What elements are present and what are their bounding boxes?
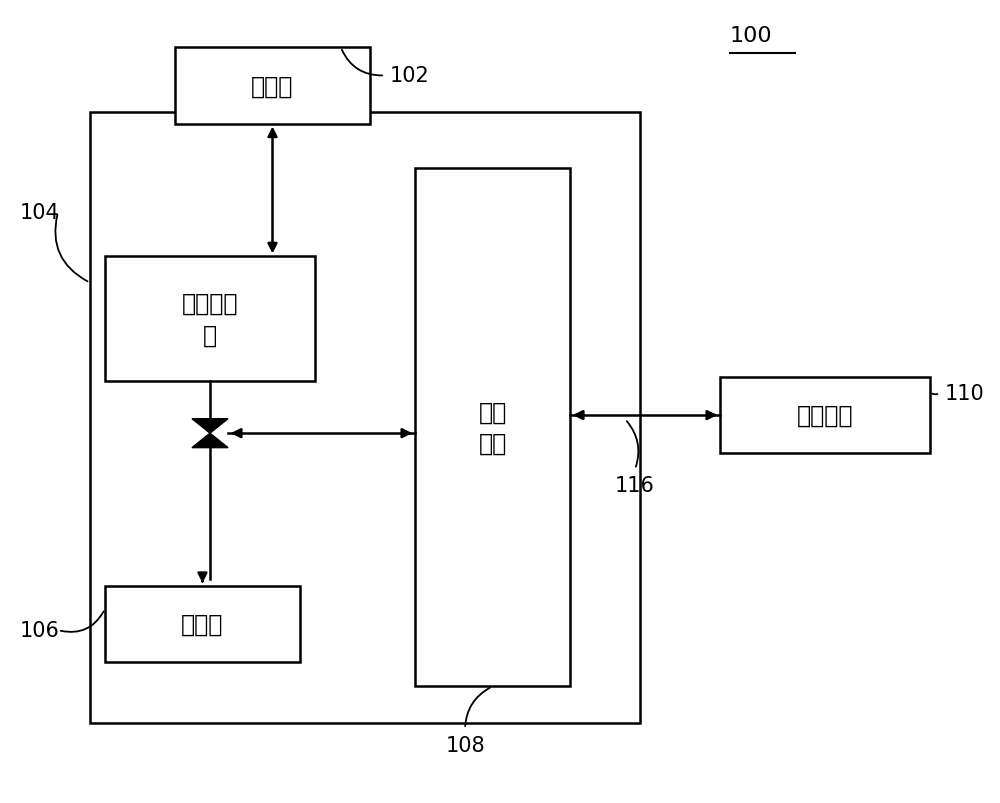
Bar — [105, 257, 315, 381]
Text: 102: 102 — [390, 67, 430, 86]
Text: 106: 106 — [20, 621, 60, 640]
Text: 存储控制
器: 存储控制 器 — [182, 291, 238, 347]
Bar — [105, 586, 300, 662]
Bar — [90, 112, 640, 723]
Text: 外设
接口: 外设 接口 — [478, 400, 507, 455]
Bar — [720, 377, 930, 454]
Text: 116: 116 — [615, 476, 655, 495]
Text: 110: 110 — [945, 384, 985, 403]
Text: 104: 104 — [20, 203, 60, 222]
Bar — [415, 169, 570, 687]
Text: 处理器: 处理器 — [181, 613, 224, 636]
Text: 100: 100 — [730, 26, 773, 46]
Text: 108: 108 — [445, 736, 485, 755]
Polygon shape — [192, 419, 228, 434]
Text: 存储器: 存储器 — [251, 75, 294, 98]
Bar — [175, 48, 370, 124]
Polygon shape — [192, 434, 228, 448]
Text: 射频模块: 射频模块 — [797, 404, 853, 427]
